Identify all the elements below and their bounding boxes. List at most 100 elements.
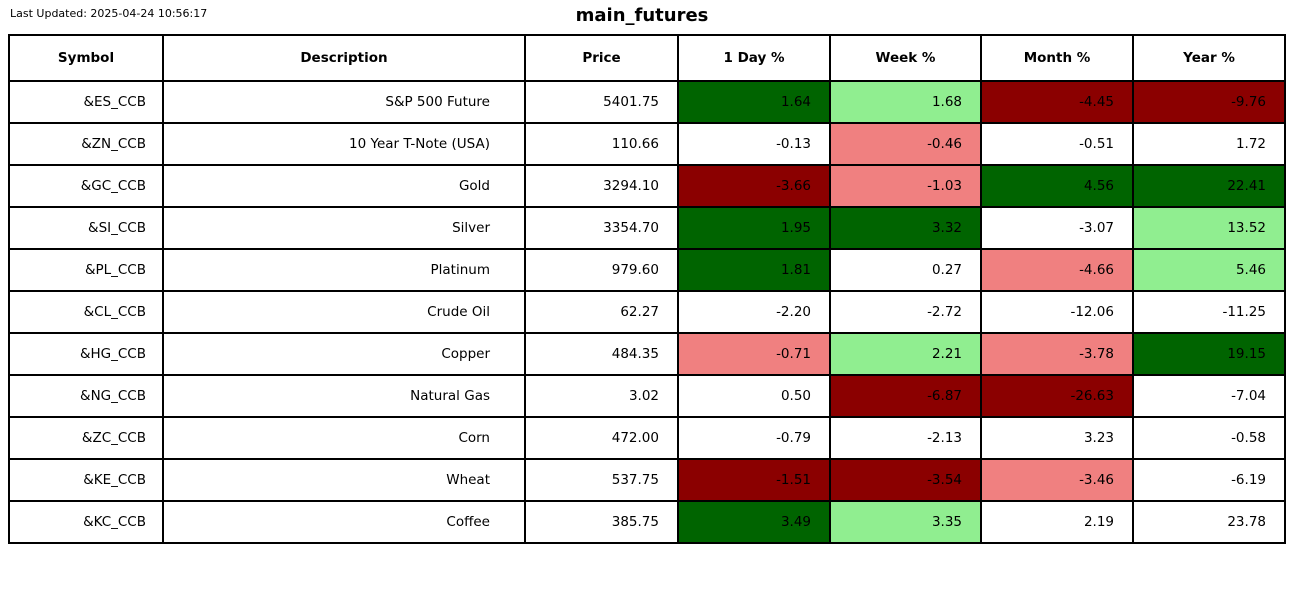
week-change-cell: 3.35 (829, 500, 982, 544)
symbol-cell: &SI_CCB (8, 206, 164, 250)
month-change-cell: -3.46 (980, 458, 1134, 502)
month-change-cell: 2.19 (980, 500, 1134, 544)
description-cell: Crude Oil (162, 290, 526, 334)
symbol-cell: &KC_CCB (8, 500, 164, 544)
day-change-cell: -2.20 (677, 290, 831, 334)
table-row: &NG_CCB Natural Gas 3.02 0.50 -6.87 -26.… (8, 374, 1286, 418)
week-change-cell: -2.13 (829, 416, 982, 460)
price-cell: 484.35 (524, 332, 679, 376)
symbol-cell: &KE_CCB (8, 458, 164, 502)
day-change-cell: 1.81 (677, 248, 831, 292)
last-updated-timestamp: Last Updated: 2025-04-24 10:56:17 (10, 7, 208, 20)
price-cell: 3.02 (524, 374, 679, 418)
month-change-cell: -3.78 (980, 332, 1134, 376)
description-cell: 10 Year T-Note (USA) (162, 122, 526, 166)
table-row: &HG_CCB Copper 484.35 -0.71 2.21 -3.78 1… (8, 332, 1286, 376)
price-cell: 385.75 (524, 500, 679, 544)
week-change-cell: -2.72 (829, 290, 982, 334)
day-change-cell: -0.13 (677, 122, 831, 166)
symbol-cell: &NG_CCB (8, 374, 164, 418)
week-change-cell: -0.46 (829, 122, 982, 166)
table-row: &ZC_CCB Corn 472.00 -0.79 -2.13 3.23 -0.… (8, 416, 1286, 460)
column-header-1day: 1 Day % (677, 34, 831, 82)
month-change-cell: -4.45 (980, 80, 1134, 124)
day-change-cell: -0.79 (677, 416, 831, 460)
page-title: main_futures (575, 5, 709, 26)
day-change-cell: 1.64 (677, 80, 831, 124)
year-change-cell: -7.04 (1132, 374, 1286, 418)
year-change-cell: 23.78 (1132, 500, 1286, 544)
symbol-cell: &ZN_CCB (8, 122, 164, 166)
description-cell: Corn (162, 416, 526, 460)
week-change-cell: -3.54 (829, 458, 982, 502)
price-cell: 537.75 (524, 458, 679, 502)
month-change-cell: 3.23 (980, 416, 1134, 460)
day-change-cell: 3.49 (677, 500, 831, 544)
week-change-cell: 0.27 (829, 248, 982, 292)
description-cell: S&P 500 Future (162, 80, 526, 124)
header-row: Symbol Description Price 1 Day % Week % … (8, 34, 1286, 82)
week-change-cell: 1.68 (829, 80, 982, 124)
week-change-cell: 3.32 (829, 206, 982, 250)
year-change-cell: -11.25 (1132, 290, 1286, 334)
description-cell: Copper (162, 332, 526, 376)
price-cell: 979.60 (524, 248, 679, 292)
symbol-cell: &ZC_CCB (8, 416, 164, 460)
day-change-cell: -1.51 (677, 458, 831, 502)
symbol-cell: &PL_CCB (8, 248, 164, 292)
futures-table: Symbol Description Price 1 Day % Week % … (8, 34, 1286, 544)
description-cell: Gold (162, 164, 526, 208)
symbol-cell: &GC_CCB (8, 164, 164, 208)
price-cell: 3354.70 (524, 206, 679, 250)
table-row: &SI_CCB Silver 3354.70 1.95 3.32 -3.07 1… (8, 206, 1286, 250)
month-change-cell: -0.51 (980, 122, 1134, 166)
table-row: &ZN_CCB 10 Year T-Note (USA) 110.66 -0.1… (8, 122, 1286, 166)
year-change-cell: -9.76 (1132, 80, 1286, 124)
column-header-month: Month % (980, 34, 1134, 82)
table-row: &CL_CCB Crude Oil 62.27 -2.20 -2.72 -12.… (8, 290, 1286, 334)
day-change-cell: 0.50 (677, 374, 831, 418)
price-cell: 5401.75 (524, 80, 679, 124)
price-cell: 62.27 (524, 290, 679, 334)
table-row: &KE_CCB Wheat 537.75 -1.51 -3.54 -3.46 -… (8, 458, 1286, 502)
month-change-cell: -26.63 (980, 374, 1134, 418)
year-change-cell: 19.15 (1132, 332, 1286, 376)
year-change-cell: 1.72 (1132, 122, 1286, 166)
month-change-cell: -4.66 (980, 248, 1134, 292)
day-change-cell: 1.95 (677, 206, 831, 250)
description-cell: Natural Gas (162, 374, 526, 418)
table-header: Symbol Description Price 1 Day % Week % … (8, 34, 1286, 82)
year-change-cell: 5.46 (1132, 248, 1286, 292)
table-body: &ES_CCB S&P 500 Future 5401.75 1.64 1.68… (8, 80, 1286, 544)
year-change-cell: 13.52 (1132, 206, 1286, 250)
price-cell: 3294.10 (524, 164, 679, 208)
price-cell: 110.66 (524, 122, 679, 166)
year-change-cell: -0.58 (1132, 416, 1286, 460)
week-change-cell: -6.87 (829, 374, 982, 418)
column-header-symbol: Symbol (8, 34, 164, 82)
month-change-cell: -12.06 (980, 290, 1134, 334)
symbol-cell: &HG_CCB (8, 332, 164, 376)
table-row: &GC_CCB Gold 3294.10 -3.66 -1.03 4.56 22… (8, 164, 1286, 208)
table-row: &ES_CCB S&P 500 Future 5401.75 1.64 1.68… (8, 80, 1286, 124)
week-change-cell: -1.03 (829, 164, 982, 208)
column-header-description: Description (162, 34, 526, 82)
week-change-cell: 2.21 (829, 332, 982, 376)
day-change-cell: -3.66 (677, 164, 831, 208)
symbol-cell: &ES_CCB (8, 80, 164, 124)
column-header-price: Price (524, 34, 679, 82)
description-cell: Coffee (162, 500, 526, 544)
table-row: &PL_CCB Platinum 979.60 1.81 0.27 -4.66 … (8, 248, 1286, 292)
column-header-week: Week % (829, 34, 982, 82)
day-change-cell: -0.71 (677, 332, 831, 376)
column-header-year: Year % (1132, 34, 1286, 82)
price-cell: 472.00 (524, 416, 679, 460)
symbol-cell: &CL_CCB (8, 290, 164, 334)
description-cell: Wheat (162, 458, 526, 502)
description-cell: Silver (162, 206, 526, 250)
table-row: &KC_CCB Coffee 385.75 3.49 3.35 2.19 23.… (8, 500, 1286, 544)
top-bar: Last Updated: 2025-04-24 10:56:17 main_f… (0, 0, 1292, 34)
description-cell: Platinum (162, 248, 526, 292)
month-change-cell: -3.07 (980, 206, 1134, 250)
